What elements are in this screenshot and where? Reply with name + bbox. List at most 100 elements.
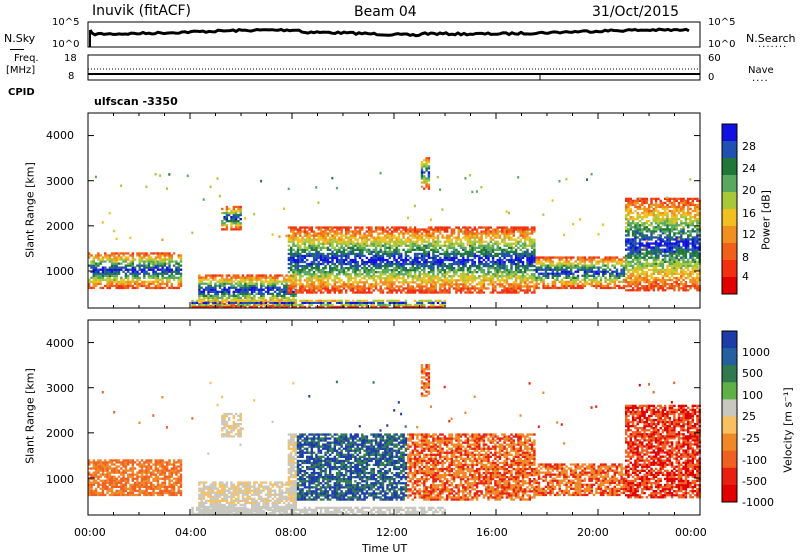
echo-cell: [389, 239, 391, 241]
echo-cell: [97, 252, 99, 254]
echo-cell: [377, 245, 379, 247]
echo-cell: [168, 173, 170, 176]
echo-cell: [334, 291, 336, 293]
echo-cell: [132, 254, 134, 256]
echo-cell: [306, 255, 308, 257]
echo-cell: [375, 261, 377, 263]
echo-cell: [419, 261, 421, 263]
echo-cell: [155, 277, 157, 279]
echo-cell: [501, 283, 503, 285]
echo-cell: [494, 230, 496, 232]
echo-cell: [639, 204, 641, 206]
echo-cell: [391, 232, 393, 234]
echo-cell: [611, 265, 613, 267]
echo-cell: [299, 239, 301, 241]
echo-cell: [464, 273, 466, 275]
echo-cell: [531, 261, 533, 263]
echo-cell: [389, 243, 391, 245]
echo-cell: [545, 275, 547, 277]
echo-cell: [405, 228, 407, 230]
echo-cell: [161, 271, 163, 273]
echo-cell: [109, 254, 111, 256]
echo-cell: [471, 241, 473, 243]
echo-cell: [304, 247, 306, 249]
echo-cell: [497, 241, 499, 243]
echo-cell: [639, 283, 641, 285]
echo-cell: [327, 289, 329, 291]
echo-cell: [421, 277, 423, 279]
echo-cell: [171, 275, 173, 277]
echo-cell: [129, 237, 131, 240]
echo-cell: [228, 214, 230, 216]
echo-cell: [446, 277, 448, 279]
echo-cell: [111, 271, 113, 273]
echo-cell: [510, 232, 512, 234]
echo-cell: [366, 269, 368, 271]
echo-cell: [125, 277, 127, 279]
echo-cell: [313, 289, 315, 291]
echo-cell: [570, 279, 572, 281]
echo-cell: [127, 281, 129, 283]
echo-cell: [237, 285, 239, 287]
echo-cell: [536, 277, 538, 279]
echo-cell: [437, 228, 439, 230]
echo-cell: [467, 281, 469, 283]
echo-cell: [116, 281, 118, 283]
echo-cell: [455, 285, 457, 287]
echo-cell: [116, 271, 118, 273]
echo-cell: [368, 239, 370, 241]
echo-cell: [577, 279, 579, 281]
echo-cell: [352, 304, 354, 306]
echo-cell: [127, 256, 129, 258]
echo-cell: [145, 287, 147, 289]
echo-cell: [591, 260, 593, 262]
echo-cell: [533, 279, 535, 281]
echo-cell: [416, 235, 418, 237]
echo-cell: [515, 291, 517, 293]
echo-cell: [145, 260, 147, 262]
echo-cell: [455, 239, 457, 241]
echo-cell: [451, 245, 453, 247]
echo-cell: [318, 300, 320, 302]
echo-cell: [272, 283, 274, 285]
echo-cell: [366, 267, 368, 269]
echo-cell: [513, 228, 515, 230]
echo-cell: [421, 177, 423, 179]
echo-cell: [462, 269, 464, 271]
echo-cell: [634, 240, 636, 242]
echo-cell: [446, 291, 448, 293]
echo-cell: [529, 237, 531, 239]
echo-cell: [290, 253, 292, 255]
echo-cell: [423, 279, 425, 281]
echo-cell: [464, 265, 466, 267]
echo-cell: [336, 302, 338, 304]
echo-cell: [299, 271, 301, 273]
echo-cell: [357, 273, 359, 275]
echo-cell: [122, 281, 124, 283]
echo-cell: [421, 186, 423, 188]
echo-cell: [494, 235, 496, 237]
echo-cell: [414, 226, 416, 228]
echo-cell: [359, 232, 361, 234]
echo-cell: [161, 263, 163, 265]
echo-cell: [485, 247, 487, 249]
echo-cell: [320, 287, 322, 289]
echo-cell: [508, 239, 510, 241]
echo-cell: [611, 273, 613, 275]
echo-cell: [97, 279, 99, 281]
echo-cell: [357, 269, 359, 271]
echo-cell: [324, 230, 326, 232]
echo-cell: [375, 271, 377, 273]
echo-cell: [460, 241, 462, 243]
echo-cell: [453, 279, 455, 281]
echo-cell: [384, 287, 386, 289]
echo-cell: [389, 263, 391, 265]
echo-cell: [118, 271, 120, 273]
echo-cell: [235, 279, 237, 281]
echo-cell: [586, 178, 588, 181]
echo-cell: [359, 247, 361, 249]
echo-cell: [240, 277, 242, 279]
echo-cell: [393, 228, 395, 230]
echo-cell: [368, 265, 370, 267]
echo-cell: [556, 279, 558, 281]
